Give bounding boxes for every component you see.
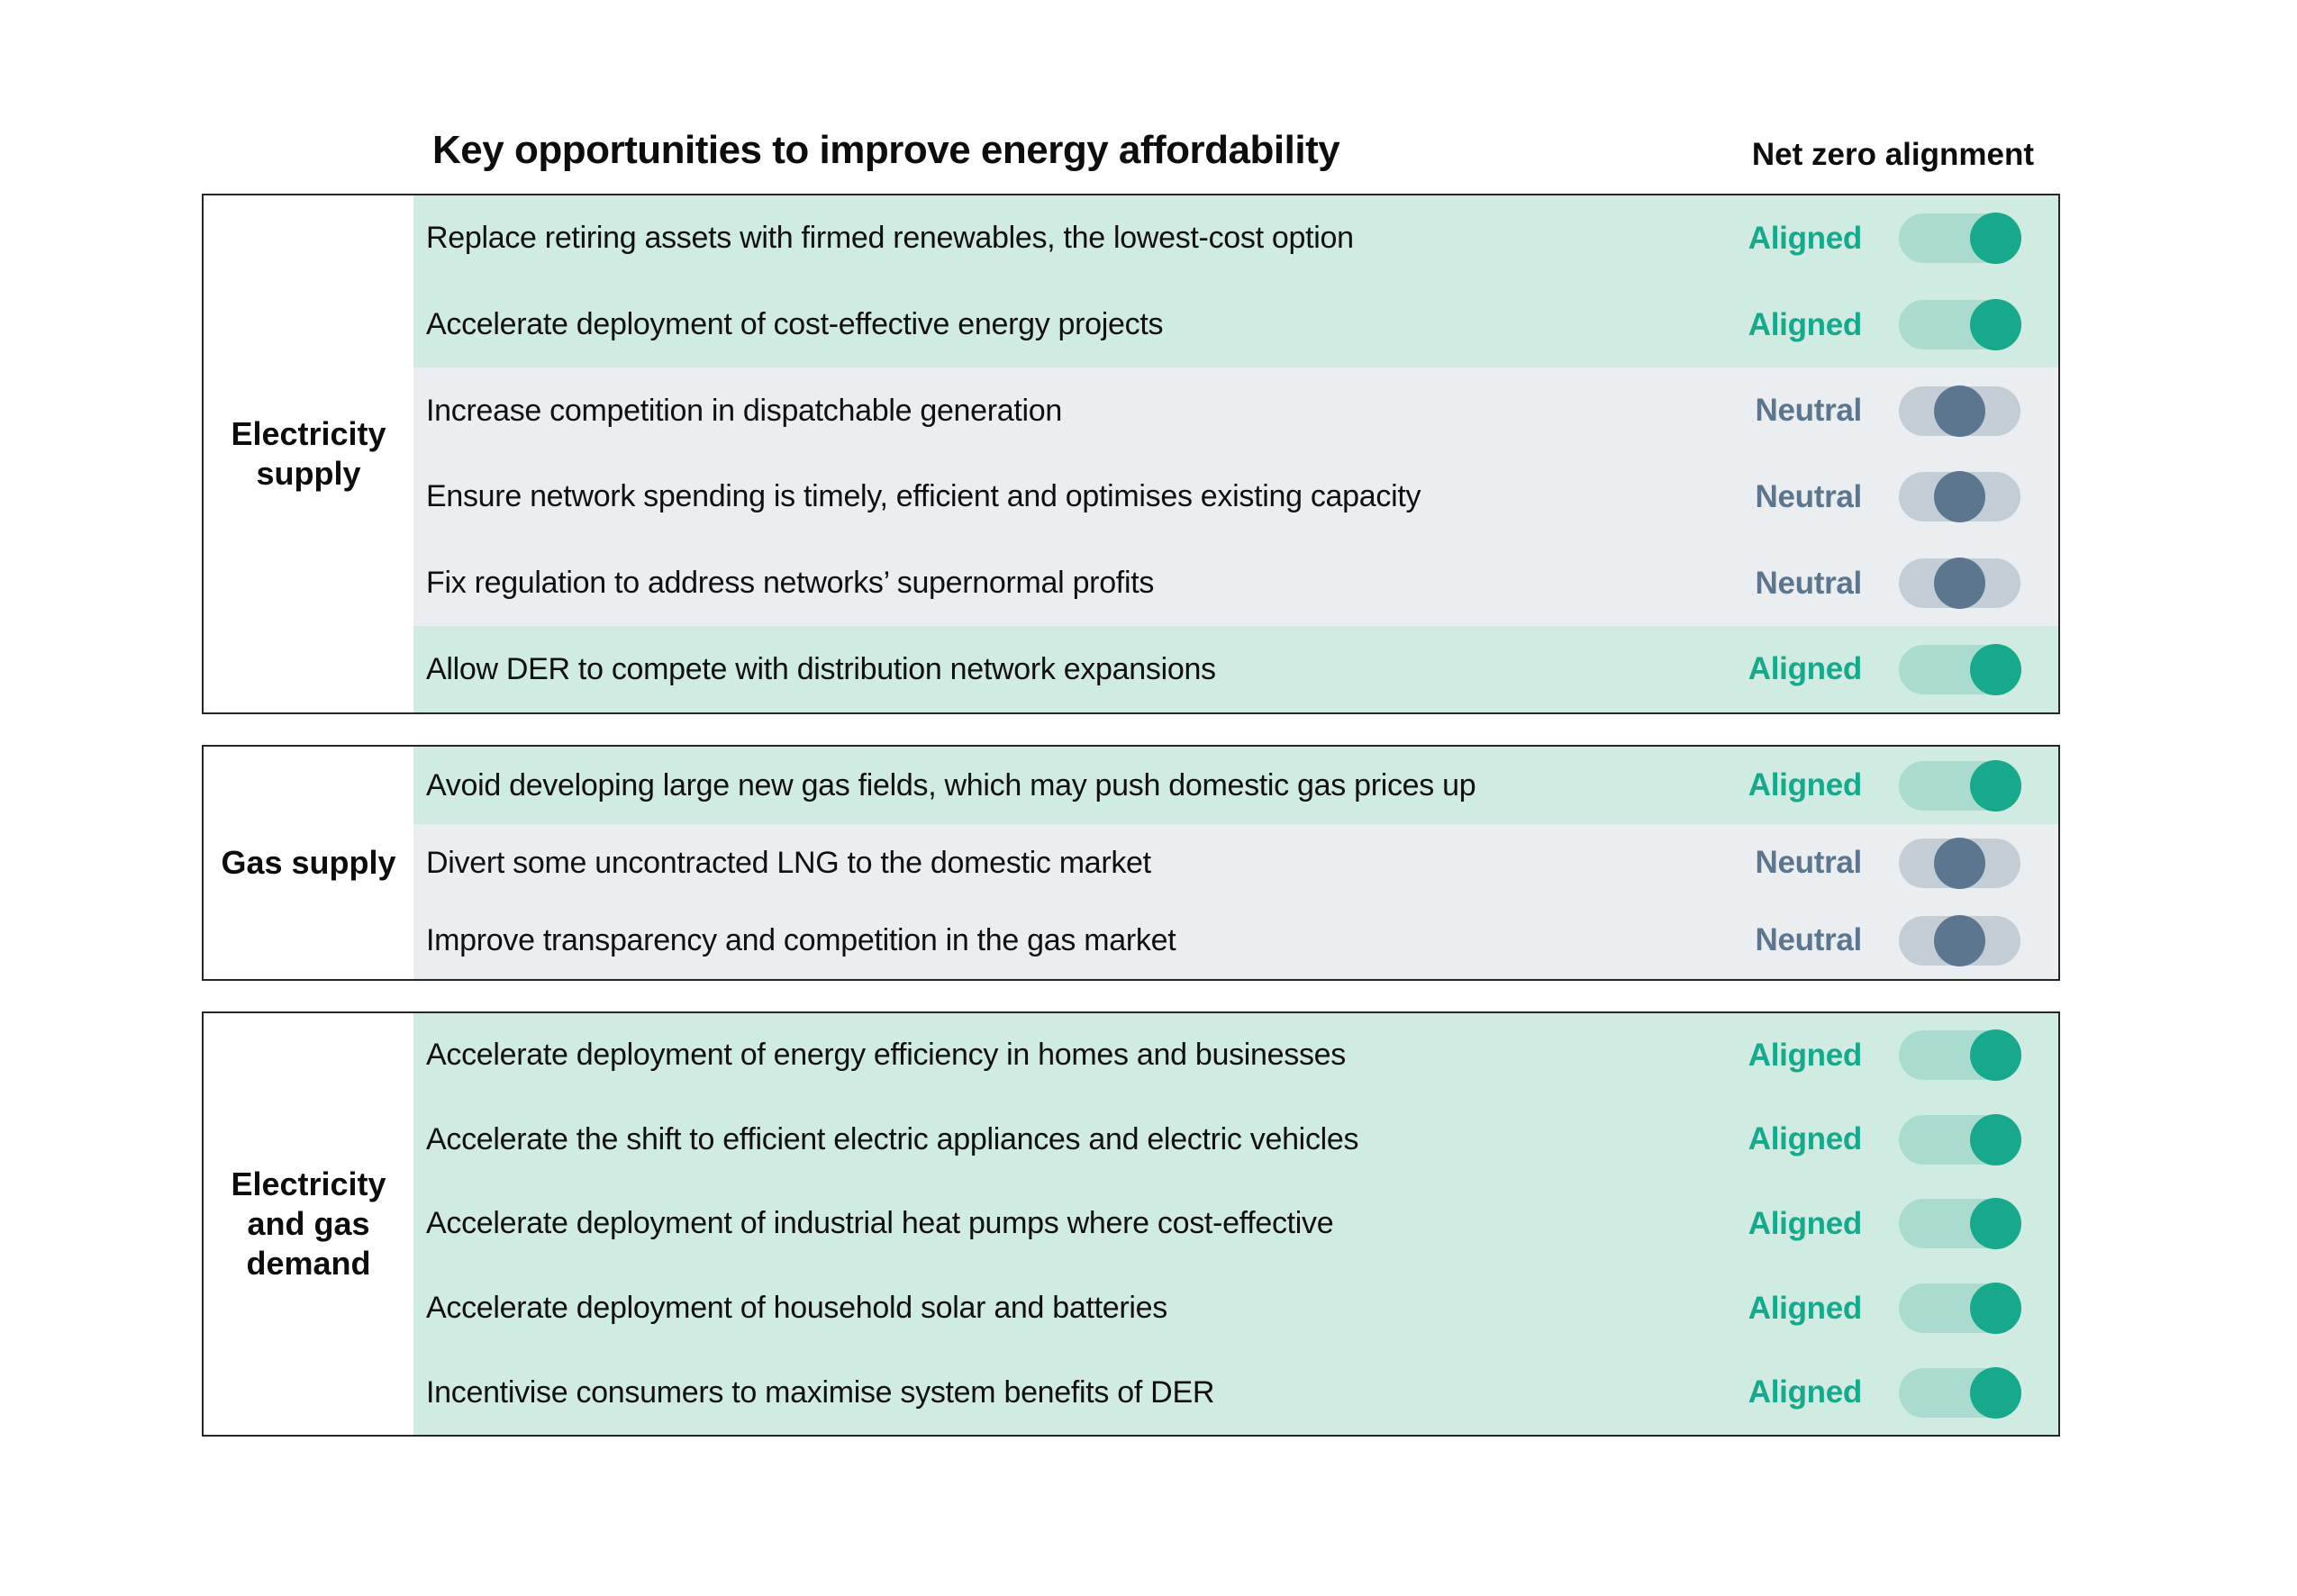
opportunity-row: Increase competition in dispatchable gen… — [413, 367, 2058, 455]
alignment-status-label: Aligned — [1748, 1037, 1863, 1073]
opportunity-text: Accelerate deployment of household solar… — [426, 1291, 1167, 1326]
opportunity-text: Allow DER to compete with distribution n… — [426, 651, 1216, 686]
toggle-knob — [1934, 558, 1985, 610]
section-electricity-and-gas-demand: Electricity and gas demand Accelerate de… — [202, 1011, 2060, 1437]
opportunity-row: Allow DER to compete with distribution n… — [413, 626, 2058, 713]
opportunity-row: Improve transparency and competition in … — [413, 902, 2058, 979]
alignment-toggle[interactable] — [1899, 759, 2021, 812]
opportunity-row: Accelerate deployment of energy efficien… — [413, 1013, 2058, 1098]
opportunity-text: Accelerate deployment of industrial heat… — [426, 1206, 1334, 1241]
alignment-status-label: Neutral — [1755, 565, 1863, 601]
opportunity-text: Incentivise consumers to maximise system… — [426, 1374, 1215, 1410]
alignment-status-label: Aligned — [1748, 306, 1863, 342]
section-electricity-supply: Electricity supply Replace retiring asse… — [202, 194, 2060, 714]
toggle-knob — [1970, 1029, 2021, 1082]
opportunity-text: Accelerate the shift to efficient electr… — [426, 1121, 1359, 1156]
alignment-toggle[interactable] — [1899, 837, 2020, 889]
opportunity-row: Incentivise consumers to maximise system… — [413, 1350, 2058, 1435]
opportunity-row: Replace retiring assets with firmed rene… — [413, 195, 2058, 282]
alignment-toggle[interactable] — [1899, 299, 2021, 350]
alignment-status-label: Neutral — [1755, 393, 1863, 429]
category-label-gas-supply: Gas supply — [221, 844, 396, 882]
category-label-electricity-and-gas-demand: Electricity and gas demand — [231, 1165, 386, 1282]
alignment-toggle[interactable] — [1899, 1283, 2021, 1335]
alignment-toggle[interactable] — [1899, 1113, 2021, 1165]
category-column: Gas supply — [204, 747, 413, 979]
alignment-toggle[interactable] — [1899, 1366, 2021, 1419]
alignment-status-label: Neutral — [1755, 478, 1863, 514]
opportunity-text: Accelerate deployment of energy efficien… — [426, 1038, 1346, 1073]
opportunity-row: Fix regulation to address networks’ supe… — [413, 540, 2058, 627]
alignment-status-label: Aligned — [1748, 1205, 1863, 1241]
opportunity-text: Increase competition in dispatchable gen… — [426, 393, 1063, 428]
opportunity-text: Fix regulation to address networks’ supe… — [426, 566, 1155, 601]
toggle-knob — [1970, 213, 2021, 265]
opportunity-row: Accelerate deployment of household solar… — [413, 1265, 2058, 1351]
opportunity-row: Divert some uncontracted LNG to the dome… — [413, 824, 2058, 902]
toggle-knob — [1934, 914, 1985, 966]
alignment-toggle[interactable] — [1899, 213, 2021, 265]
toggle-knob — [1934, 837, 1985, 889]
alignment-status-label: Neutral — [1755, 922, 1863, 957]
category-column: Electricity and gas demand — [204, 1013, 413, 1435]
alignment-toggle[interactable] — [1899, 1029, 2021, 1082]
figure-title: Key opportunities to improve energy affo… — [432, 128, 1340, 172]
category-column: Electricity supply — [204, 195, 413, 712]
net-zero-alignment-header: Net zero alignment — [1751, 137, 2034, 172]
toggle-knob — [1934, 471, 1985, 523]
alignment-toggle[interactable] — [1899, 558, 2020, 610]
toggle-knob — [1970, 1198, 2021, 1250]
toggle-knob — [1970, 1366, 2021, 1419]
opportunity-row: Avoid developing large new gas fields, w… — [413, 747, 2058, 824]
alignment-toggle[interactable] — [1899, 643, 2021, 695]
alignment-toggle[interactable] — [1899, 471, 2020, 523]
opportunity-row: Ensure network spending is timely, effic… — [413, 454, 2058, 540]
toggle-knob — [1970, 1283, 2021, 1335]
opportunity-row: Accelerate deployment of industrial heat… — [413, 1182, 2058, 1266]
alignment-status-label: Neutral — [1755, 845, 1863, 880]
alignment-status-label: Aligned — [1748, 1374, 1863, 1410]
opportunity-text: Accelerate deployment of cost-effective … — [426, 307, 1164, 341]
opportunity-text: Improve transparency and competition in … — [426, 922, 1176, 957]
opportunity-rows: Avoid developing large new gas fields, w… — [413, 747, 2058, 979]
opportunity-row: Accelerate deployment of cost-effective … — [413, 281, 2058, 368]
opportunity-rows: Replace retiring assets with firmed rene… — [413, 195, 2058, 713]
toggle-knob — [1934, 385, 1985, 437]
opportunity-row: Accelerate the shift to efficient electr… — [413, 1097, 2058, 1183]
opportunity-text: Ensure network spending is timely, effic… — [426, 479, 1421, 514]
opportunity-text: Replace retiring assets with firmed rene… — [426, 221, 1354, 256]
toggle-knob — [1970, 299, 2021, 350]
alignment-toggle[interactable] — [1899, 385, 2020, 437]
section-gas-supply: Gas supply Avoid developing large new ga… — [202, 745, 2060, 981]
toggle-knob — [1970, 1113, 2021, 1165]
toggle-knob — [1970, 643, 2021, 695]
alignment-toggle[interactable] — [1899, 1198, 2021, 1250]
opportunity-text: Avoid developing large new gas fields, w… — [426, 767, 1476, 803]
alignment-status-label: Aligned — [1748, 1121, 1863, 1157]
alignment-status-label: Aligned — [1748, 1290, 1863, 1326]
category-label-electricity-supply: Electricity supply — [231, 415, 386, 492]
opportunity-text: Divert some uncontracted LNG to the dome… — [426, 845, 1151, 880]
alignment-status-label: Aligned — [1748, 651, 1863, 687]
toggle-knob — [1970, 759, 2021, 812]
alignment-toggle[interactable] — [1899, 914, 2020, 966]
opportunity-rows: Accelerate deployment of energy efficien… — [413, 1013, 2058, 1435]
alignment-status-label: Aligned — [1748, 220, 1863, 256]
alignment-status-label: Aligned — [1748, 767, 1863, 803]
